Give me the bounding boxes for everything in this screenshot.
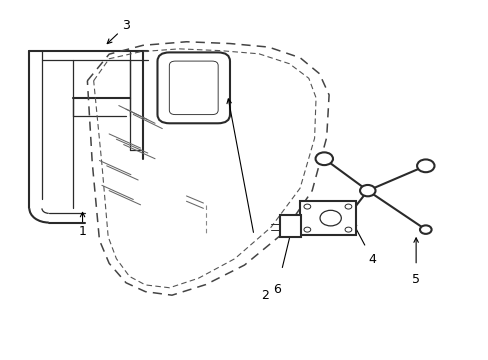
- Text: 6: 6: [272, 283, 280, 296]
- Text: 1: 1: [79, 225, 86, 238]
- Text: 5: 5: [411, 273, 419, 286]
- Circle shape: [304, 204, 310, 209]
- Text: 2: 2: [261, 289, 269, 302]
- Text: 3: 3: [122, 19, 130, 32]
- Circle shape: [419, 225, 431, 234]
- Circle shape: [416, 159, 434, 172]
- FancyBboxPatch shape: [157, 53, 229, 123]
- FancyBboxPatch shape: [169, 61, 218, 114]
- Circle shape: [304, 227, 310, 232]
- Circle shape: [315, 152, 332, 165]
- Circle shape: [319, 210, 341, 226]
- Circle shape: [359, 185, 375, 196]
- Text: 4: 4: [368, 253, 376, 266]
- Bar: [300, 201, 355, 235]
- Bar: [280, 215, 300, 237]
- Circle shape: [345, 204, 351, 209]
- Circle shape: [345, 227, 351, 232]
